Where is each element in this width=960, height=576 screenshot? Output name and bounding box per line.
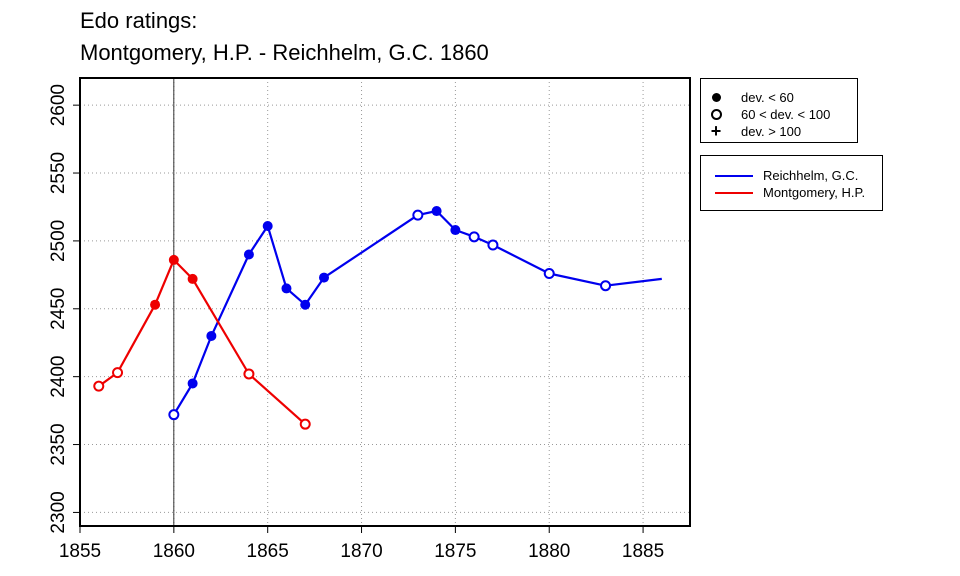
series-layer (93, 206, 662, 430)
data-point (262, 220, 273, 231)
deviation-legend: dev. < 60 60 < dev. < 100 + dev. > 100 (700, 78, 858, 143)
data-point (206, 330, 217, 341)
plot-frame (79, 77, 691, 527)
data-point (187, 378, 198, 389)
data-point (412, 209, 424, 221)
data-point (112, 367, 124, 379)
legend-line-swatch (715, 174, 753, 177)
legend-line-swatch (715, 191, 753, 194)
y-tick-label: 2350 (48, 423, 69, 465)
data-point (150, 299, 161, 310)
x-tick-label: 1865 (247, 541, 289, 562)
x-tick-label: 1870 (340, 541, 382, 562)
data-point (243, 368, 255, 380)
x-tick-label: 1855 (59, 541, 101, 562)
grid (79, 78, 690, 526)
x-tick-label: 1860 (153, 541, 195, 562)
data-point (168, 254, 179, 265)
data-point (543, 267, 555, 279)
data-point (187, 273, 198, 284)
filled-circle-icon (711, 93, 721, 102)
legend-item-montgomery: Montgomery, H.P. (715, 184, 865, 201)
x-tick-label: 1885 (622, 541, 664, 562)
chart-subtitle: Montgomery, H.P. - Reichhelm, G.C. 1860 (80, 40, 489, 65)
data-point (168, 409, 180, 421)
legend-item-dev-high: + dev. > 100 (701, 121, 802, 141)
data-point (450, 225, 461, 236)
legend-item-reichhelm: Reichhelm, G.C. (715, 167, 858, 184)
series-line (172, 209, 662, 416)
legend-label: dev. > 100 (741, 124, 802, 139)
data-point (281, 283, 292, 294)
open-circle-icon (710, 109, 722, 120)
legend-label: 60 < dev. < 100 (741, 107, 831, 122)
data-point (468, 231, 480, 243)
data-point (243, 249, 254, 260)
y-tick-label: 2300 (48, 491, 69, 533)
data-point (299, 418, 311, 430)
y-tick-label: 2400 (48, 356, 69, 398)
legend-label: Reichhelm, G.C. (763, 168, 859, 183)
legend-item-dev-low: dev. < 60 (701, 89, 794, 106)
data-point (487, 239, 499, 251)
y-tick-label: 2500 (48, 220, 69, 262)
data-point (300, 299, 311, 310)
y-tick-label: 2600 (48, 84, 69, 126)
chart-title: Edo ratings: (80, 8, 198, 33)
series-legend: Reichhelm, G.C. Montgomery, H.P. (700, 155, 883, 211)
legend-label: dev. < 60 (741, 90, 794, 105)
y-tick-label: 2550 (48, 152, 69, 194)
data-point (319, 272, 329, 283)
x-tick-label: 1875 (434, 541, 476, 562)
series-line (98, 258, 306, 426)
y-tick-label: 2450 (48, 288, 69, 330)
data-point (93, 380, 105, 392)
x-tick-label: 1880 (528, 541, 570, 562)
legend-item-dev-mid: 60 < dev. < 100 (701, 106, 830, 123)
data-point (431, 206, 442, 217)
data-point (600, 280, 612, 292)
legend-label: Montgomery, H.P. (763, 185, 866, 200)
axes: 1855 1860 1865 1870 1875 1880 1885 2300 2350 2400… (48, 84, 664, 562)
plus-icon: + (710, 121, 722, 141)
